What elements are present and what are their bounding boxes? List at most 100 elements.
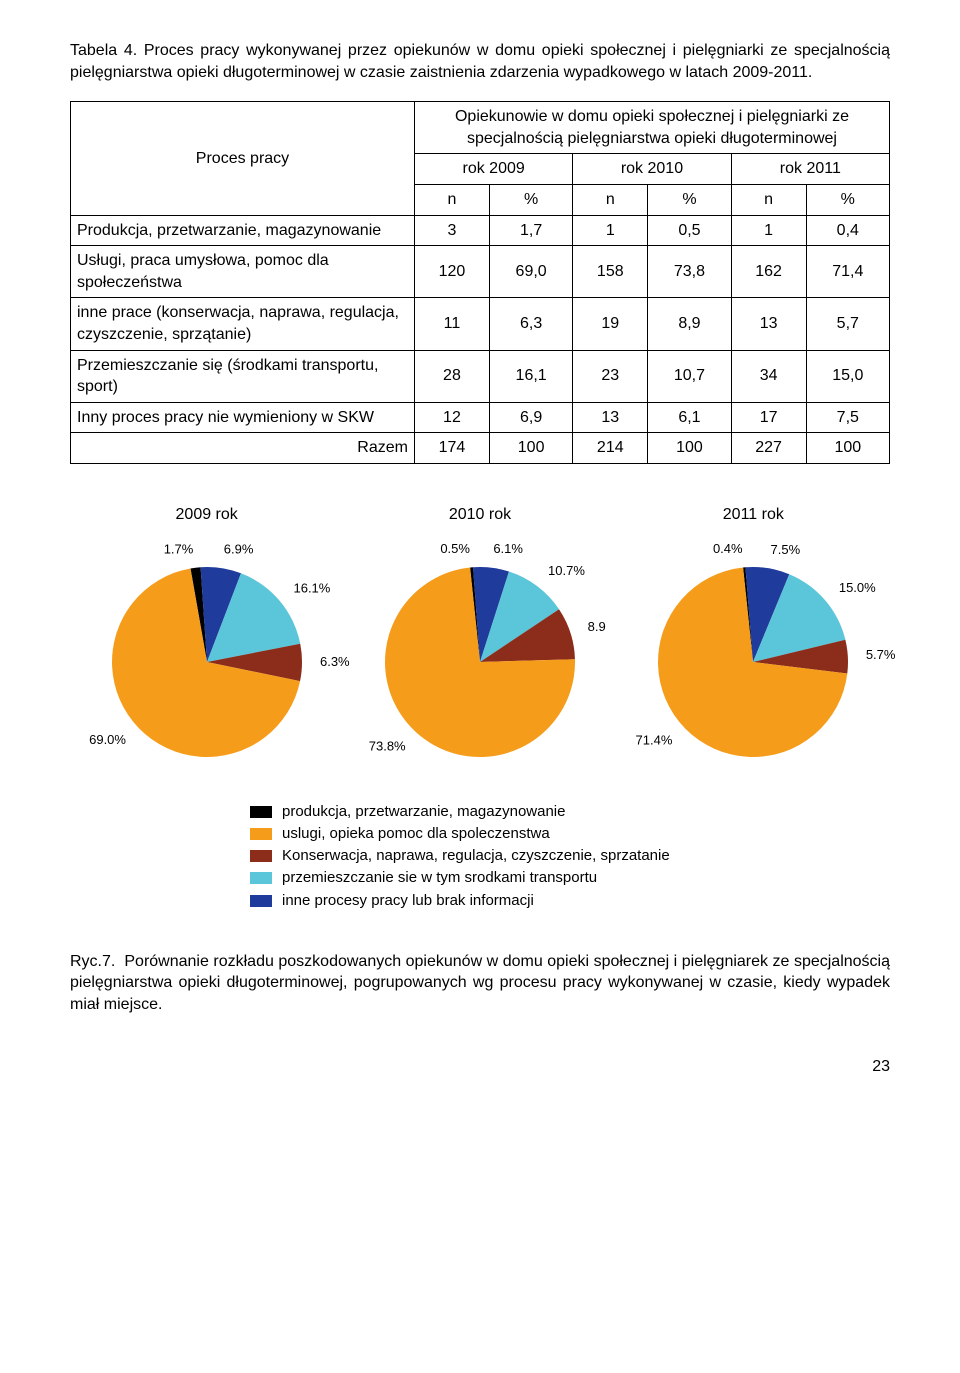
figure-caption: Ryc.7. Porównanie rozkładu poszkodowanyc…	[70, 951, 890, 1016]
slice-label: 6.9%	[223, 541, 253, 556]
slice-label: 6.1%	[493, 541, 523, 556]
cell: 8,9	[648, 298, 731, 350]
cell: 6,9	[489, 402, 572, 433]
cell: 19	[573, 298, 648, 350]
slice-label: 8.9	[588, 619, 606, 634]
slice-label: 16.1%	[293, 580, 330, 595]
legend-swatch	[250, 828, 272, 840]
slice-label: 7.5%	[771, 541, 801, 556]
legend-item: inne procesy pracy lub brak informacji	[250, 891, 890, 911]
cell: 73,8	[648, 246, 731, 298]
table-row: Inny proces pracy nie wymieniony w SKW12…	[71, 402, 890, 433]
slice-label: 69.0%	[89, 732, 126, 747]
legend-text: uslugi, opieka pomoc dla spoleczenstwa	[282, 824, 550, 844]
cell: 23	[573, 350, 648, 402]
total-cell: 100	[489, 433, 572, 464]
cell: 1,7	[489, 215, 572, 246]
total-cell: 227	[731, 433, 806, 464]
cell: 12	[414, 402, 489, 433]
chart-title: 2010 rok	[449, 504, 511, 526]
charts-row: 2009 rok1.7%6.9%16.1%6.3%69.0%2010 rok0.…	[70, 504, 890, 772]
chart-title: 2011 rok	[723, 504, 784, 526]
pie-svg: 0.5% 6.1% 10.7% 8.9 73.8%	[350, 532, 610, 772]
cell: 34	[731, 350, 806, 402]
table-head: Proces pracyOpiekunowie w domu opieki sp…	[71, 102, 890, 215]
cell: 120	[414, 246, 489, 298]
row-label: Produkcja, przetwarzanie, magazynowanie	[71, 215, 415, 246]
legend-text: produkcja, przetwarzanie, magazynowanie	[282, 802, 565, 822]
col-header-year: rok 2011	[731, 154, 889, 185]
slice-label: 5.7%	[866, 646, 896, 661]
figure-caption-text: Porównanie rozkładu poszkodowanych opiek…	[70, 953, 890, 1013]
table-caption-label: Tabela 4.	[70, 42, 137, 59]
total-cell: 100	[806, 433, 889, 464]
cell: 13	[731, 298, 806, 350]
table-row: Usługi, praca umysłowa, pomoc dla społec…	[71, 246, 890, 298]
legend-item: przemieszczanie sie w tym srodkami trans…	[250, 868, 890, 888]
pie-chart: 2011 rok0.4%7.5%15.0%5.7%71.4%	[623, 504, 883, 772]
cell: 69,0	[489, 246, 572, 298]
table-row: Produkcja, przetwarzanie, magazynowanie3…	[71, 215, 890, 246]
chart-title: 2009 rok	[176, 504, 238, 526]
pie-svg: 0.4%7.5%15.0%5.7%71.4%	[623, 532, 883, 772]
legend-item: Konserwacja, naprawa, regulacja, czyszcz…	[250, 846, 890, 866]
pie-svg: 1.7%6.9%16.1%6.3%69.0%	[77, 532, 337, 772]
cell: 10,7	[648, 350, 731, 402]
legend-text: Konserwacja, naprawa, regulacja, czyszcz…	[282, 846, 670, 866]
table-caption: Tabela 4. Proces pracy wykonywanej przez…	[70, 40, 890, 83]
cell: 1	[731, 215, 806, 246]
cell: 0,5	[648, 215, 731, 246]
legend-swatch	[250, 895, 272, 907]
col-subheader: %	[489, 184, 572, 215]
slice-label: 71.4%	[636, 732, 673, 747]
slice-label: 10.7%	[548, 563, 585, 578]
col-subheader: n	[573, 184, 648, 215]
legend-text: przemieszczanie sie w tym srodkami trans…	[282, 868, 597, 888]
page-number: 23	[70, 1056, 890, 1078]
cell: 0,4	[806, 215, 889, 246]
slice-label: 0.5%	[440, 540, 470, 555]
row-label: inne prace (konserwacja, naprawa, regula…	[71, 298, 415, 350]
slice-label: 1.7%	[163, 541, 193, 556]
pie-chart: 2010 rok 0.5% 6.1% 10.7% 8.9 73.8%	[350, 504, 610, 772]
cell: 162	[731, 246, 806, 298]
legend-swatch	[250, 872, 272, 884]
slice-label: 0.4%	[713, 540, 743, 555]
cell: 3	[414, 215, 489, 246]
pie-chart: 2009 rok1.7%6.9%16.1%6.3%69.0%	[77, 504, 337, 772]
legend-text: inne procesy pracy lub brak informacji	[282, 891, 534, 911]
cell: 17	[731, 402, 806, 433]
col-header-year: rok 2009	[414, 154, 572, 185]
cell: 11	[414, 298, 489, 350]
cell: 71,4	[806, 246, 889, 298]
total-cell: 214	[573, 433, 648, 464]
cell: 1	[573, 215, 648, 246]
col-subheader: %	[648, 184, 731, 215]
legend-swatch	[250, 806, 272, 818]
data-table: Proces pracyOpiekunowie w domu opieki sp…	[70, 101, 890, 464]
legend-item: produkcja, przetwarzanie, magazynowanie	[250, 802, 890, 822]
slice-label: 73.8%	[369, 738, 406, 753]
col-subheader: n	[731, 184, 806, 215]
cell: 28	[414, 350, 489, 402]
cell: 6,3	[489, 298, 572, 350]
row-label: Przemieszczanie się (środkami transportu…	[71, 350, 415, 402]
cell: 15,0	[806, 350, 889, 402]
legend-swatch	[250, 850, 272, 862]
figure-caption-label: Ryc.7.	[70, 953, 115, 970]
col-header-year: rok 2010	[573, 154, 731, 185]
row-label: Inny proces pracy nie wymieniony w SKW	[71, 402, 415, 433]
col-subheader: n	[414, 184, 489, 215]
total-label: Razem	[71, 433, 415, 464]
table-row: Przemieszczanie się (środkami transportu…	[71, 350, 890, 402]
cell: 5,7	[806, 298, 889, 350]
cell: 7,5	[806, 402, 889, 433]
cell: 158	[573, 246, 648, 298]
legend-item: uslugi, opieka pomoc dla spoleczenstwa	[250, 824, 890, 844]
row-label: Usługi, praca umysłowa, pomoc dla społec…	[71, 246, 415, 298]
total-cell: 100	[648, 433, 731, 464]
cell: 13	[573, 402, 648, 433]
cell: 16,1	[489, 350, 572, 402]
cell: 6,1	[648, 402, 731, 433]
table-body: Produkcja, przetwarzanie, magazynowanie3…	[71, 215, 890, 463]
